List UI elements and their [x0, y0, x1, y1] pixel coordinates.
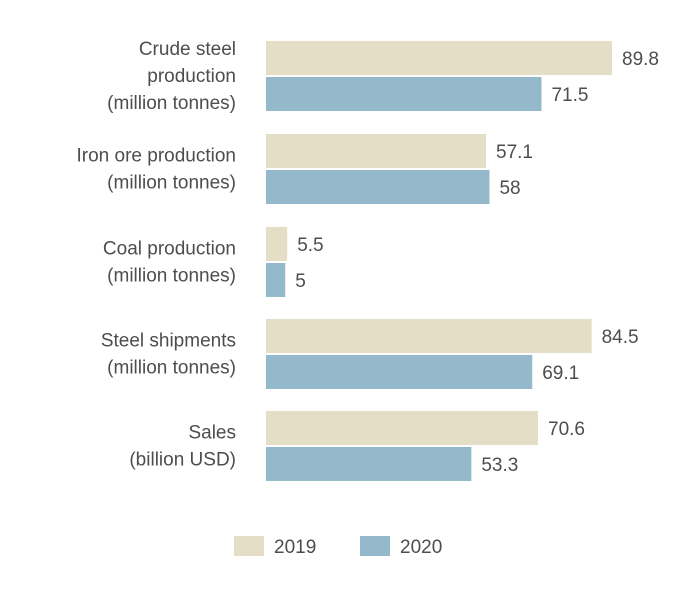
legend-swatch-2019	[234, 536, 264, 556]
bar-2020-1	[266, 170, 490, 204]
category-labels-layer: Crude steel production (million tonnes) Iro…	[77, 39, 237, 471]
legend: 2019 2020	[234, 536, 442, 558]
value-label: 5	[295, 271, 306, 292]
category-label: (million tonnes)	[107, 358, 236, 379]
bar-2020-2	[266, 263, 286, 297]
bar-2019-3	[266, 319, 592, 353]
category-label: Sales	[188, 423, 236, 444]
category-label: Crude steel	[139, 39, 236, 60]
value-label: 71.5	[551, 85, 588, 106]
value-label: 5.5	[297, 235, 323, 256]
value-label: 57.1	[496, 142, 533, 163]
bar-2019-4	[266, 411, 539, 445]
value-label: 58	[499, 178, 520, 199]
value-label: 89.8	[622, 49, 659, 70]
legend-swatch-2020	[360, 536, 390, 556]
legend-label-2020: 2020	[400, 537, 442, 558]
bar-2019-0	[266, 41, 612, 75]
category-label: Iron ore production	[77, 146, 237, 167]
bar-2020-3	[266, 355, 533, 389]
category-label: production	[147, 66, 236, 87]
category-label: (billion USD)	[129, 450, 236, 471]
value-label: 69.1	[542, 363, 579, 384]
value-label: 84.5	[602, 327, 639, 348]
category-label: Coal production	[103, 239, 236, 260]
category-label: (million tonnes)	[107, 266, 236, 287]
bar-2020-4	[266, 447, 472, 481]
bar-2019-2	[266, 227, 288, 261]
category-label: (million tonnes)	[107, 173, 236, 194]
legend-label-2019: 2019	[274, 537, 316, 558]
bars-layer	[266, 41, 612, 481]
bar-2020-0	[266, 77, 542, 111]
value-label: 53.3	[481, 455, 518, 476]
bar-2019-1	[266, 134, 487, 168]
value-labels-layer: 89.8 71.5 57.1 58 5.5 5 84.5 69.1 70.6 53.3	[295, 49, 659, 476]
category-label: (million tonnes)	[107, 93, 236, 114]
category-label: Steel shipments	[101, 331, 236, 352]
value-label: 70.6	[548, 419, 585, 440]
